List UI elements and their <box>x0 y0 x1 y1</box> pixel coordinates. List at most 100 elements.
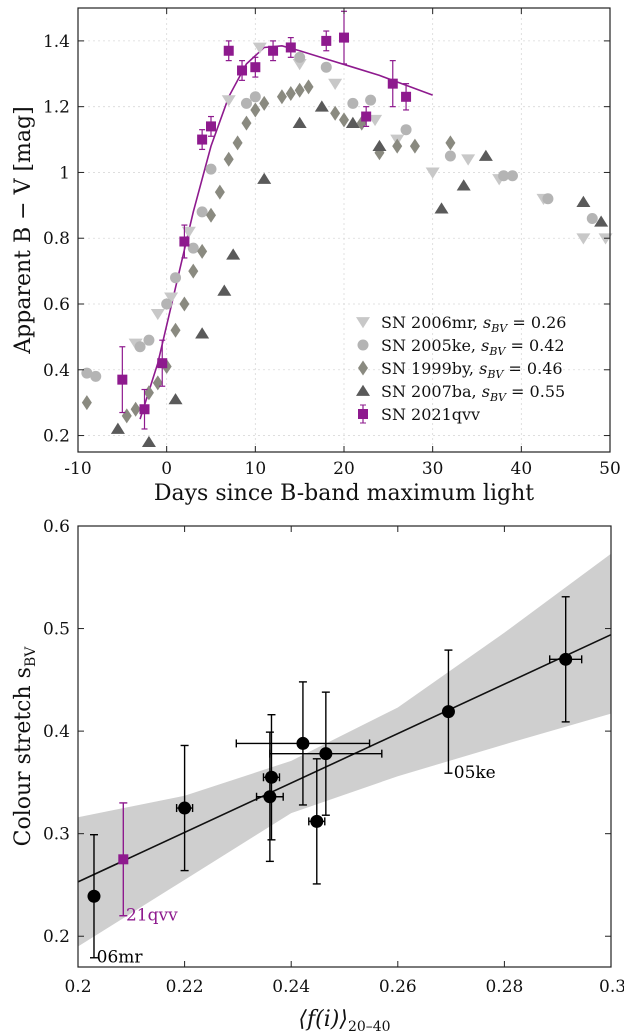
series-4 <box>117 10 412 430</box>
data-point <box>400 124 412 136</box>
data-point <box>87 889 101 903</box>
x-tick-label: 0.3 <box>599 977 624 997</box>
data-point <box>188 263 199 279</box>
data-point <box>361 111 372 122</box>
x-tick-label: 50 <box>599 459 621 479</box>
data-point <box>170 272 182 284</box>
legend-entry: SN 2021qvv <box>358 404 480 424</box>
series-3 <box>110 100 609 448</box>
data-point <box>294 51 306 63</box>
x-tick-label: 0.24 <box>272 977 310 997</box>
legend-entry: SN 2007ba, sBV = 0.55 <box>356 382 565 404</box>
data-point <box>292 59 307 71</box>
data-point-group <box>87 834 101 959</box>
fit-curve <box>139 45 433 420</box>
data-point <box>179 236 190 247</box>
legend-label: SN 2007ba, sBV = 0.55 <box>381 382 565 404</box>
data-point <box>345 116 360 129</box>
data-point <box>81 395 92 411</box>
x-axis-label: Days since B-band maximum light <box>154 481 534 506</box>
data-point <box>214 184 225 200</box>
data-point <box>285 42 296 53</box>
data-point <box>217 284 232 296</box>
legend-label: SN 2021qvv <box>381 405 480 424</box>
data-point <box>237 65 248 76</box>
data-point <box>257 172 272 184</box>
data-point <box>197 243 208 259</box>
legend-label: SN 1999by, sBV = 0.46 <box>381 359 563 381</box>
data-point <box>81 367 93 379</box>
y-tick-label: 0.4 <box>43 361 70 381</box>
y-tick-label: 0.2 <box>43 927 70 947</box>
fit-line <box>77 633 612 883</box>
data-point <box>250 62 261 73</box>
data-point <box>226 248 241 260</box>
data-point <box>401 91 412 102</box>
data-point <box>259 95 270 111</box>
data-point <box>320 61 332 73</box>
data-point <box>195 327 210 339</box>
data-point <box>498 170 510 182</box>
data-point <box>181 226 196 238</box>
bottom-stretch-chart: 0.2 0.22 0.24 0.26 0.28 0.3 0.2 0.3 0.4 0.5 0.6 06… <box>11 517 624 1035</box>
y-tick-label: 0.8 <box>43 229 70 249</box>
legend-marker <box>356 317 370 329</box>
series-1 <box>81 51 598 382</box>
data-point <box>303 79 314 95</box>
y-tick-label: 0.3 <box>43 825 70 845</box>
data-point <box>292 116 307 129</box>
data-point-group <box>118 802 129 917</box>
legend-marker <box>356 384 370 396</box>
data-point <box>456 179 471 191</box>
x-tick-label: 30 <box>422 459 444 479</box>
data-point <box>263 790 277 804</box>
legend-marker <box>358 409 368 419</box>
data-point <box>434 202 449 214</box>
data-point <box>559 652 573 666</box>
data-point <box>232 135 243 151</box>
data-point <box>141 435 156 448</box>
legend-entry: SN 1999by, sBV = 0.46 <box>358 359 563 381</box>
data-point <box>197 134 208 145</box>
x-axis-label: ⟨f(i)⟩20–40 <box>298 1007 390 1035</box>
point-annotation: 05ke <box>454 763 496 783</box>
data-point <box>264 770 278 784</box>
data-point <box>392 138 403 154</box>
data-point-group <box>441 649 455 774</box>
data-point <box>170 322 181 338</box>
data-point <box>118 854 129 865</box>
data-point-group <box>262 714 281 841</box>
data-point <box>586 212 598 224</box>
confidence-band <box>78 553 611 947</box>
data-point <box>321 35 332 46</box>
legend-label: SN 2005ke, sBV = 0.42 <box>381 336 565 358</box>
data-point-group <box>269 691 383 816</box>
x-tick-label: 0.26 <box>379 977 417 997</box>
data-point <box>594 215 609 227</box>
legend-entry: SN 2006mr, sBV = 0.26 <box>356 313 566 335</box>
y-tick-label: 0.5 <box>43 620 70 640</box>
data-point <box>178 801 192 815</box>
data-point <box>206 121 216 132</box>
data-point-group <box>235 681 371 806</box>
data-point <box>425 167 440 179</box>
data-point <box>478 149 493 161</box>
data-point <box>365 94 377 106</box>
data-point <box>285 86 296 102</box>
y-tick-label: 1.4 <box>43 32 70 52</box>
data-point <box>206 207 216 223</box>
data-point <box>90 370 102 382</box>
data-point <box>179 296 190 312</box>
y-tick-label: 0.2 <box>43 427 70 447</box>
data-point <box>205 163 217 175</box>
data-point <box>223 151 234 167</box>
data-point <box>441 705 455 719</box>
legend-entry: SN 2005ke, sBV = 0.42 <box>357 336 565 358</box>
data-point <box>276 89 287 105</box>
data-point <box>506 170 518 182</box>
y-tick-label: 0.6 <box>43 517 70 537</box>
data-point <box>445 135 456 151</box>
y-tick-label: 0.6 <box>43 295 70 315</box>
data-point-group <box>175 744 194 872</box>
data-point <box>240 97 252 109</box>
